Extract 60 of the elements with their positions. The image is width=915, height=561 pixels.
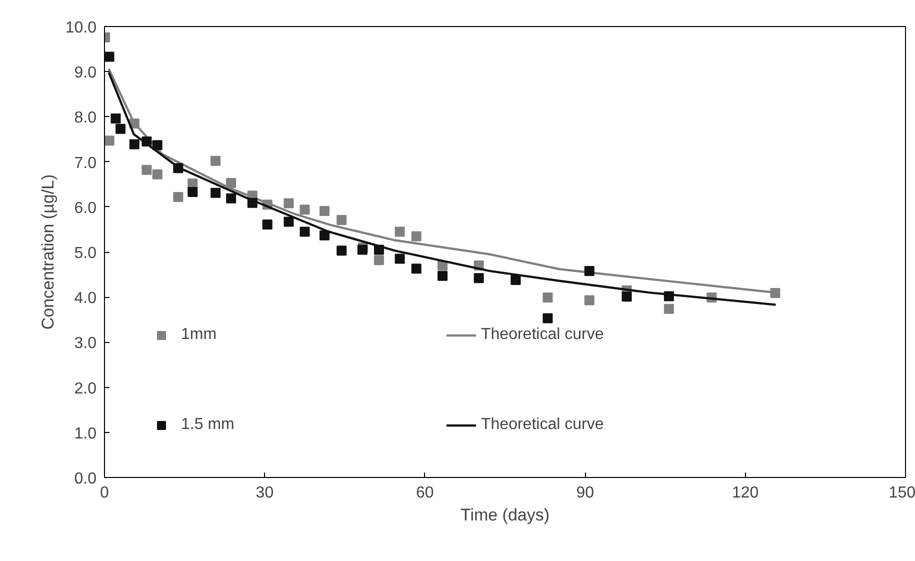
x-tick-label: 0 — [100, 484, 110, 502]
y-tick-label: 7.0 — [74, 154, 97, 172]
point — [152, 169, 162, 180]
point — [226, 193, 236, 204]
point — [542, 292, 553, 303]
point — [374, 255, 384, 266]
x-tick-label: 60 — [416, 484, 434, 502]
point — [584, 266, 594, 276]
point — [357, 244, 368, 255]
y-tick-label: 1.0 — [74, 425, 97, 442]
point — [320, 230, 330, 240]
y-tick-label: 3.0 — [74, 335, 97, 352]
point — [173, 192, 184, 202]
point — [542, 313, 553, 324]
point — [394, 254, 405, 264]
point — [320, 206, 330, 216]
point — [262, 219, 272, 230]
legend-label: Theoretical curve — [481, 416, 605, 434]
legend-label: 1.5 mm — [181, 416, 236, 434]
point — [284, 216, 294, 227]
point — [129, 139, 140, 150]
point — [394, 226, 405, 237]
y-tick-label: 2.0 — [74, 380, 97, 398]
point — [188, 187, 198, 198]
y-axis-title: Concentration (µg/L) — [38, 174, 58, 330]
point — [411, 264, 422, 274]
point — [110, 114, 121, 124]
point — [474, 273, 484, 284]
point — [622, 292, 632, 302]
y-tick-label: 10.0 — [65, 20, 97, 36]
point — [336, 214, 347, 225]
y-tick-label: 4.0 — [74, 290, 97, 308]
y-tick-label: 8.0 — [74, 110, 97, 127]
point — [300, 204, 310, 215]
point — [226, 178, 236, 188]
x-tick-label: 90 — [576, 484, 594, 502]
point — [104, 136, 114, 146]
point — [438, 270, 448, 281]
point — [210, 156, 221, 166]
legend-label: 1mm — [181, 326, 218, 344]
point — [411, 231, 422, 242]
point — [116, 124, 126, 134]
x-tick-label: 150 — [888, 484, 915, 502]
point — [336, 246, 347, 256]
y-tick-label: 0.0 — [74, 470, 97, 488]
point — [152, 140, 162, 150]
point — [142, 164, 152, 175]
x-axis-title: Time (days) — [460, 506, 550, 524]
y-tick-label: 5.0 — [74, 245, 97, 262]
point — [210, 188, 221, 198]
point — [284, 198, 294, 208]
y-tick-label: 9.0 — [74, 64, 97, 82]
x-tick-label: 120 — [732, 484, 759, 502]
point — [104, 52, 114, 62]
point — [300, 226, 310, 237]
point — [664, 304, 674, 314]
legend-label: Theoretical curve — [481, 326, 605, 344]
point — [584, 295, 594, 306]
y-tick-label: 6.0 — [74, 200, 97, 217]
x-tick-label: 30 — [256, 484, 274, 502]
